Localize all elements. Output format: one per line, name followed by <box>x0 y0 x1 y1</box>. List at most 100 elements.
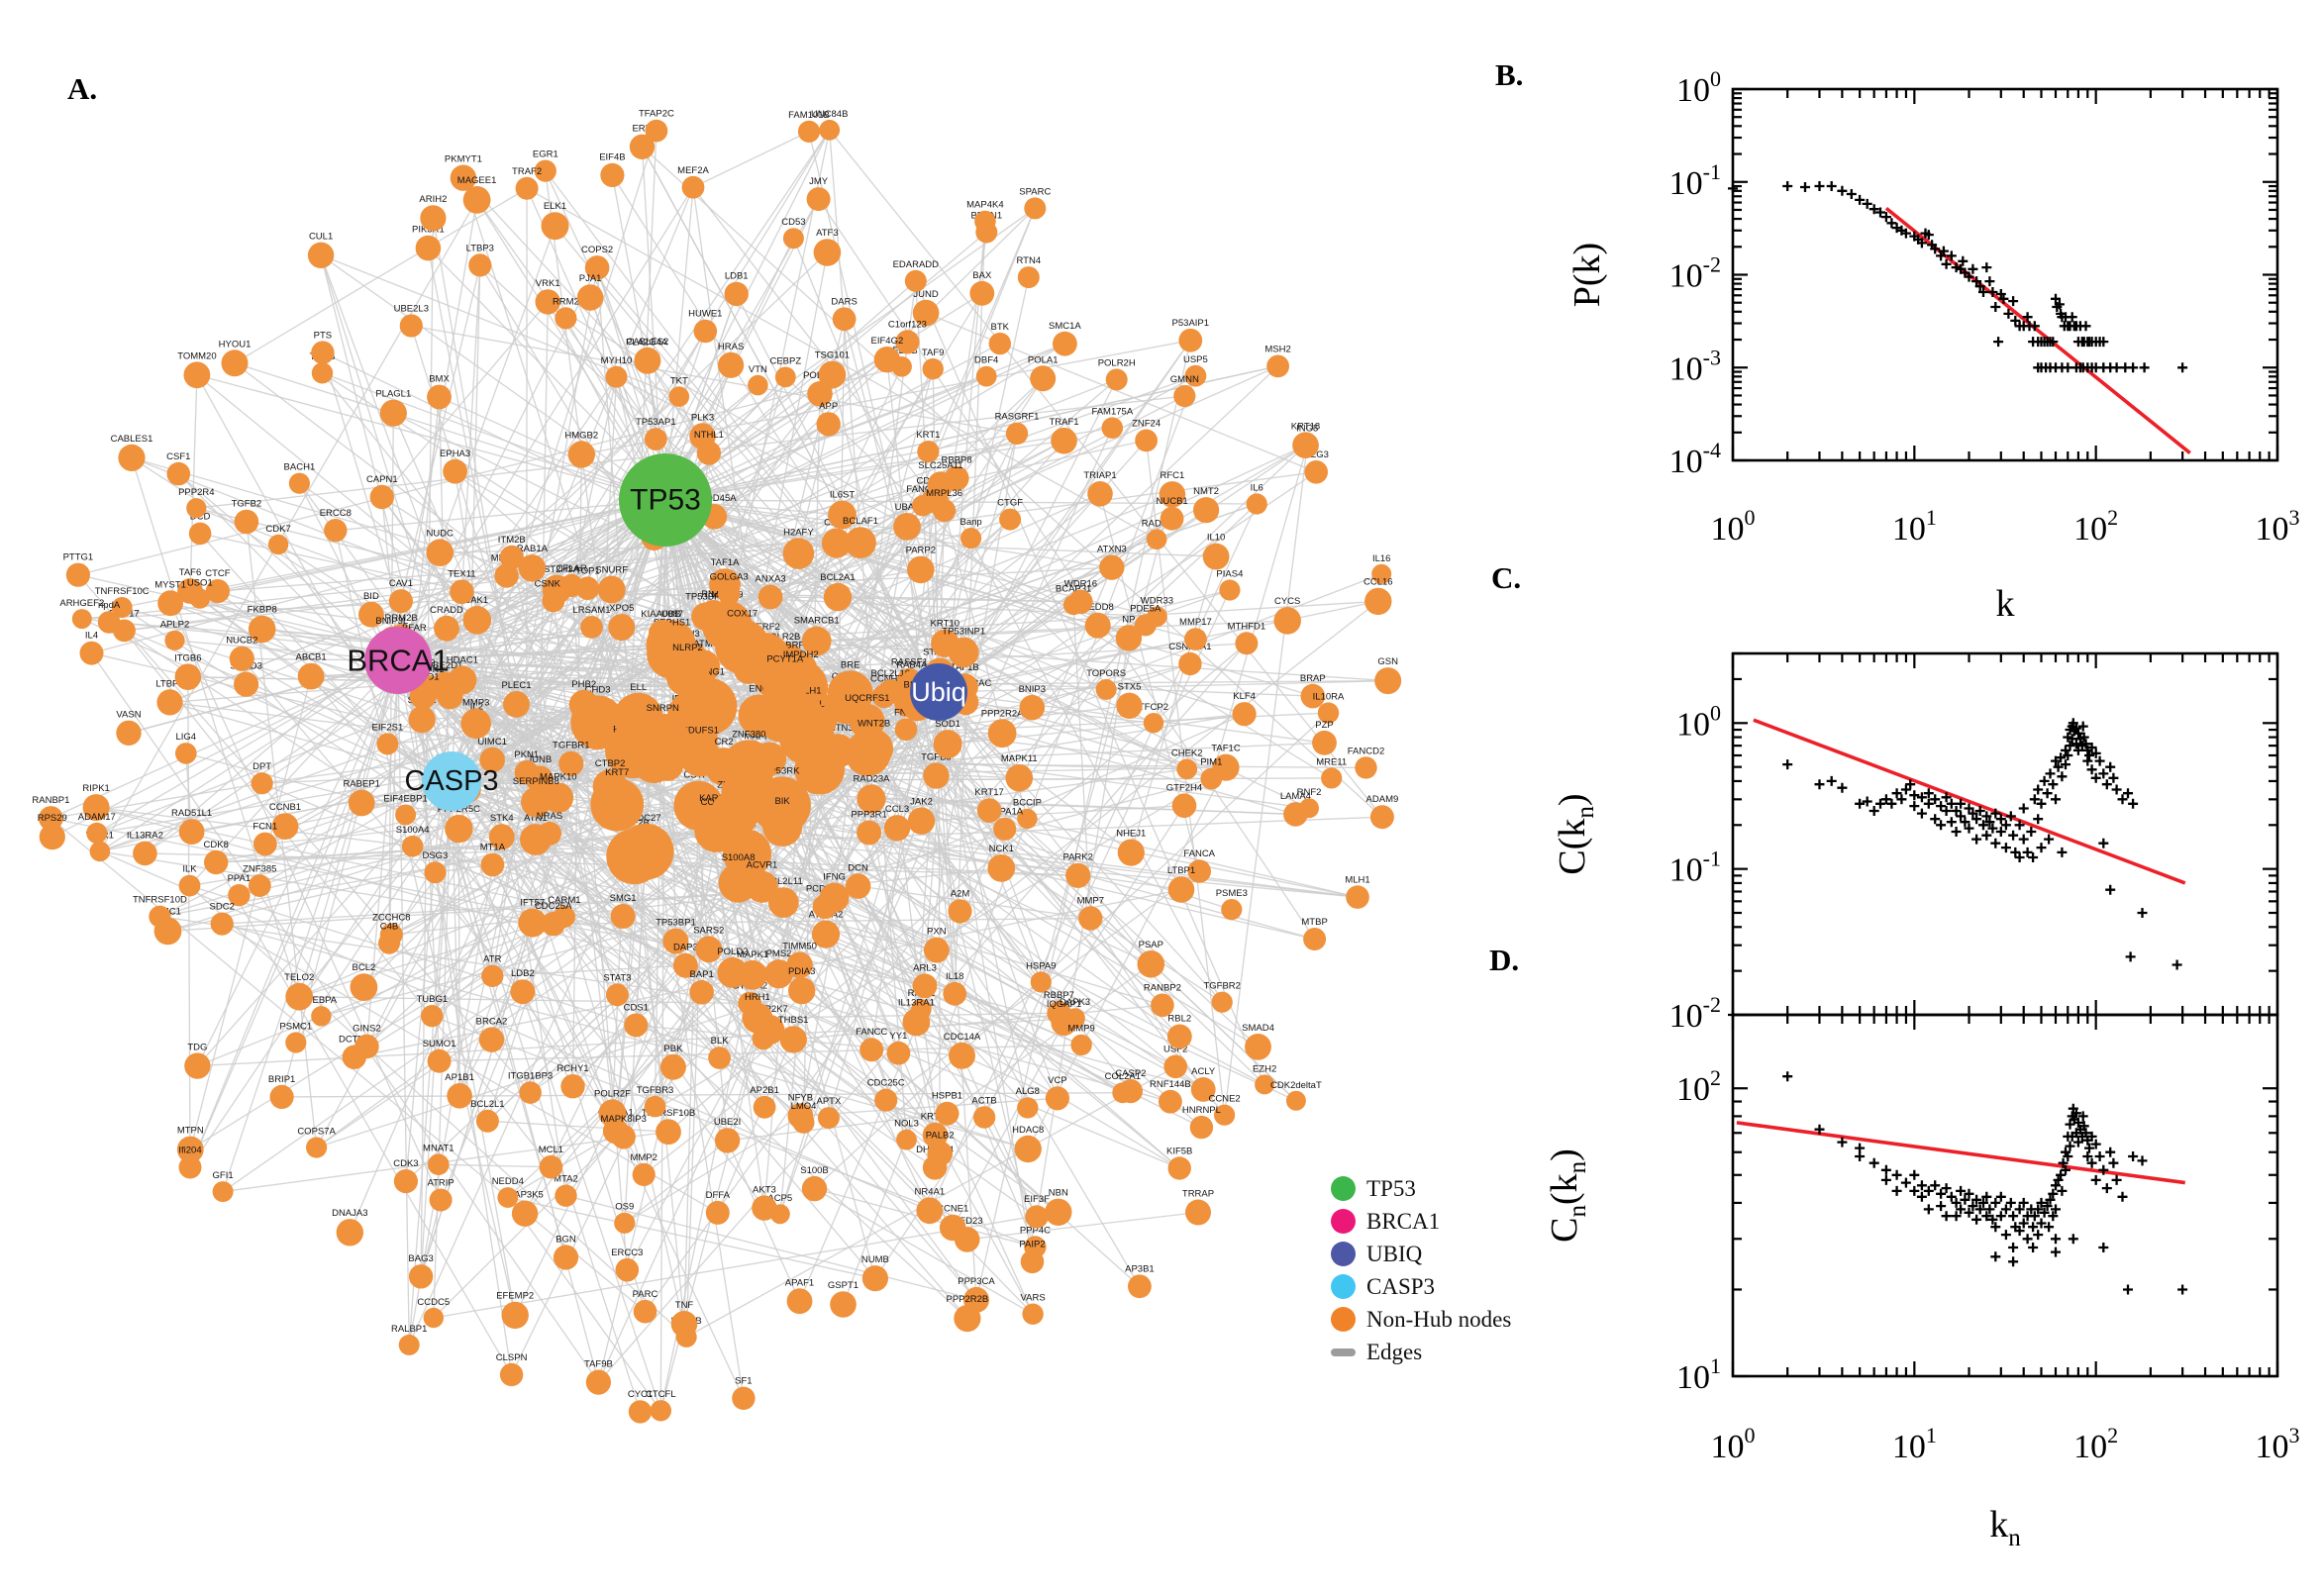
network-node <box>923 937 950 963</box>
network-node <box>252 832 277 856</box>
network-node <box>111 597 133 618</box>
tick-label: 101 <box>1676 1353 1721 1396</box>
scatter-point <box>2036 1218 2047 1229</box>
scatter-point <box>1923 788 1934 799</box>
network-node-label: MRE11 <box>1316 756 1347 767</box>
network-node-label: MAP3K5 <box>506 1190 544 1201</box>
network-edge <box>360 499 666 804</box>
network-node <box>714 1128 741 1153</box>
network-edge <box>784 445 1306 688</box>
network-node <box>969 280 995 306</box>
scatter-point <box>2082 1151 2093 1161</box>
network-node <box>1146 529 1167 549</box>
scatter-point <box>2084 1143 2094 1153</box>
network-edge <box>90 652 599 1383</box>
network-node-label: PAIP2 <box>1019 1239 1045 1249</box>
network-node-label: HRH1 <box>745 992 770 1003</box>
network-node-label: BRF1 <box>785 640 809 650</box>
network-node-label: TP53INP1 <box>942 627 985 638</box>
network-node <box>828 500 857 530</box>
network-node-label: BAX <box>972 270 992 281</box>
network-edge <box>799 427 1113 1117</box>
network-node <box>499 545 524 570</box>
scatter-point <box>1971 834 1982 845</box>
scatter-point <box>2039 1207 2050 1218</box>
network-node <box>600 162 625 187</box>
scatter-point <box>2057 847 2068 857</box>
network-edge <box>792 238 964 653</box>
network-edge <box>397 659 516 1316</box>
network-node <box>807 381 833 407</box>
network-node <box>999 508 1022 531</box>
scatter-point <box>2123 788 2133 799</box>
network-node <box>1232 702 1257 727</box>
network-node <box>189 588 210 609</box>
network-node-label: PJA1 <box>579 273 602 284</box>
network-node-label: DAPK3 <box>1060 997 1090 1008</box>
scatter-point <box>2022 1234 2033 1245</box>
scatter-point <box>1800 182 1810 192</box>
network-node <box>460 708 492 740</box>
network-edge <box>724 433 1018 585</box>
hub-node-tp53 <box>619 453 712 547</box>
scatter-point <box>1981 1191 1992 1202</box>
scatter-point <box>2029 321 2040 332</box>
network-node-label: FANCC <box>856 1027 887 1038</box>
network-node <box>478 1027 505 1052</box>
network-node <box>1185 1199 1211 1226</box>
network-node-label: PMS2 <box>766 948 792 959</box>
network-edge <box>316 989 802 1148</box>
scatter-point <box>1956 1204 1967 1215</box>
network-node-label: CTGF <box>997 498 1023 509</box>
network-node <box>1300 683 1326 709</box>
network-edge <box>641 146 940 693</box>
scatter-point <box>1990 1222 2001 1233</box>
network-node-label: GSN <box>1377 656 1398 667</box>
network-node <box>752 1195 777 1221</box>
scatter-point <box>1923 1185 1934 1196</box>
network-node <box>830 1291 857 1318</box>
scatter-point <box>2084 750 2094 760</box>
network-node-label: TUBG1 <box>416 994 448 1005</box>
network-node-label: MAPK10 <box>540 772 577 783</box>
network-node-label: MRPL36 <box>926 488 962 499</box>
network-node <box>629 134 656 159</box>
network-node <box>1266 354 1289 378</box>
scatter-point <box>1782 759 1793 770</box>
network-edge <box>96 695 451 835</box>
network-node-label: RASGRF1 <box>995 412 1040 423</box>
network-node-label: HDAC1 <box>447 655 478 666</box>
network-node <box>644 1095 666 1118</box>
network-node-label: CCDC5 <box>417 1297 450 1308</box>
network-node <box>348 789 375 817</box>
hub-node-brca1 <box>364 627 432 694</box>
network-node-label: PRTN3 <box>823 723 854 734</box>
scatter-point <box>1923 230 1934 241</box>
network-node <box>1176 758 1198 780</box>
network-node <box>1304 460 1328 484</box>
network-node <box>1014 1135 1042 1163</box>
scatter-point <box>1909 1169 1920 1180</box>
network-node-label: CCNE2 <box>1208 1094 1240 1105</box>
panel-a-label: A. <box>67 71 98 106</box>
network-node-label: ALG8 <box>1016 1086 1040 1097</box>
network-node-label: SUMO1 <box>423 1039 456 1049</box>
network-node-label: SERPINB8 <box>513 776 559 787</box>
tick-label: 103 <box>2256 1423 2300 1465</box>
network-node <box>811 920 841 948</box>
network-node-label: EIF4G2 <box>871 336 904 347</box>
network-node <box>659 1053 686 1080</box>
scatter-point <box>2128 1151 2139 1161</box>
network-node <box>518 908 548 938</box>
network-node <box>1017 1097 1039 1119</box>
network-node-label: IQGAP1 <box>1047 999 1081 1010</box>
network-node <box>1184 628 1207 650</box>
network-node <box>1303 928 1327 950</box>
scatter-point <box>1990 1251 2001 1262</box>
scatter-point <box>1968 1201 1978 1212</box>
scatter-point <box>2070 1108 2081 1119</box>
scatter-point <box>1978 1197 1988 1208</box>
network-edge <box>664 499 1310 809</box>
network-node <box>1087 481 1113 507</box>
network-node <box>724 281 749 307</box>
